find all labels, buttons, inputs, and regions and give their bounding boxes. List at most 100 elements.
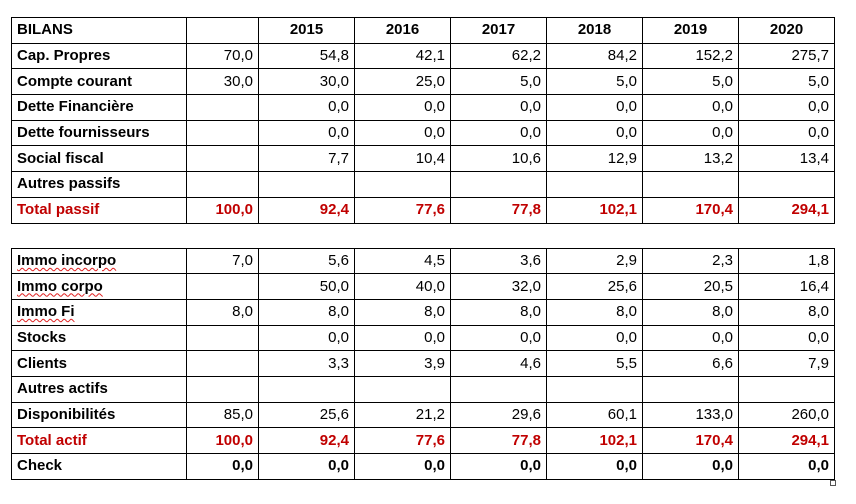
value-cell[interactable]: 30,0 — [258, 68, 355, 96]
value-cell[interactable] — [738, 375, 835, 403]
value-cell[interactable]: 0,0 — [450, 119, 547, 147]
value-cell[interactable]: 13,4 — [738, 145, 835, 173]
value-cell[interactable]: 1,8 — [738, 247, 835, 275]
row-label-cell[interactable]: Autres passifs — [11, 171, 187, 198]
spacer-cell[interactable] — [11, 222, 187, 249]
value-cell[interactable]: 2,9 — [546, 247, 643, 275]
value-cell[interactable]: 77,8 — [450, 427, 547, 454]
value-cell[interactable]: 21,2 — [354, 401, 451, 429]
value-cell[interactable] — [186, 273, 259, 300]
value-cell[interactable] — [258, 171, 355, 198]
value-cell[interactable]: 32,0 — [450, 273, 547, 300]
value-cell[interactable]: 12,9 — [546, 145, 643, 173]
value-cell[interactable]: 0,0 — [354, 324, 451, 352]
row-label-cell[interactable]: Total passif — [11, 196, 187, 224]
value-cell[interactable]: 8,0 — [642, 298, 739, 326]
value-cell[interactable] — [546, 171, 643, 198]
spacer-cell[interactable] — [186, 222, 259, 249]
row-label-cell[interactable]: Social fiscal — [11, 145, 187, 173]
value-cell[interactable]: 100,0 — [186, 427, 259, 454]
value-cell[interactable]: 3,9 — [354, 350, 451, 377]
value-cell[interactable]: 294,1 — [738, 196, 835, 224]
value-cell[interactable]: 77,6 — [354, 427, 451, 454]
value-cell[interactable]: 0,0 — [258, 453, 355, 480]
value-cell[interactable]: 4,6 — [450, 350, 547, 377]
header-blank-cell[interactable] — [186, 17, 259, 44]
value-cell[interactable] — [186, 145, 259, 173]
row-label-cell[interactable]: Cap. Propres — [11, 42, 187, 70]
value-cell[interactable]: 0,0 — [642, 324, 739, 352]
value-cell[interactable]: 0,0 — [546, 324, 643, 352]
year-header-cell[interactable]: 2015 — [258, 17, 355, 44]
value-cell[interactable] — [738, 171, 835, 198]
value-cell[interactable]: 16,4 — [738, 273, 835, 300]
value-cell[interactable]: 7,7 — [258, 145, 355, 173]
value-cell[interactable] — [186, 119, 259, 147]
value-cell[interactable]: 0,0 — [450, 94, 547, 121]
value-cell[interactable] — [186, 324, 259, 352]
value-cell[interactable]: 8,0 — [450, 298, 547, 326]
value-cell[interactable]: 8,0 — [258, 298, 355, 326]
value-cell[interactable]: 5,6 — [258, 247, 355, 275]
value-cell[interactable] — [258, 375, 355, 403]
row-label-cell[interactable]: Stocks — [11, 324, 187, 352]
value-cell[interactable] — [450, 375, 547, 403]
value-cell[interactable]: 170,4 — [642, 427, 739, 454]
spacer-cell[interactable] — [546, 222, 643, 249]
value-cell[interactable] — [354, 375, 451, 403]
year-header-cell[interactable]: 2016 — [354, 17, 451, 44]
spacer-cell[interactable] — [450, 222, 547, 249]
year-header-cell[interactable]: 2020 — [738, 17, 835, 44]
value-cell[interactable]: 7,0 — [186, 247, 259, 275]
value-cell[interactable]: 5,0 — [450, 68, 547, 96]
value-cell[interactable]: 102,1 — [546, 196, 643, 224]
value-cell[interactable]: 60,1 — [546, 401, 643, 429]
value-cell[interactable]: 50,0 — [258, 273, 355, 300]
value-cell[interactable] — [642, 171, 739, 198]
row-label-cell[interactable]: Compte courant — [11, 68, 187, 96]
value-cell[interactable]: 13,2 — [642, 145, 739, 173]
value-cell[interactable]: 10,4 — [354, 145, 451, 173]
value-cell[interactable] — [186, 375, 259, 403]
value-cell[interactable]: 8,0 — [546, 298, 643, 326]
value-cell[interactable]: 0,0 — [258, 94, 355, 121]
row-label-cell[interactable]: Total actif — [11, 427, 187, 454]
spacer-cell[interactable] — [738, 222, 835, 249]
value-cell[interactable]: 5,5 — [546, 350, 643, 377]
value-cell[interactable]: 92,4 — [258, 427, 355, 454]
value-cell[interactable]: 5,0 — [738, 68, 835, 96]
spacer-cell[interactable] — [258, 222, 355, 249]
value-cell[interactable]: 8,0 — [738, 298, 835, 326]
value-cell[interactable]: 6,6 — [642, 350, 739, 377]
row-label-cell[interactable]: Dette Financière — [11, 94, 187, 121]
value-cell[interactable]: 0,0 — [354, 94, 451, 121]
value-cell[interactable]: 25,0 — [354, 68, 451, 96]
value-cell[interactable]: 0,0 — [450, 324, 547, 352]
value-cell[interactable]: 77,8 — [450, 196, 547, 224]
value-cell[interactable]: 8,0 — [354, 298, 451, 326]
value-cell[interactable] — [450, 171, 547, 198]
value-cell[interactable]: 0,0 — [642, 94, 739, 121]
value-cell[interactable]: 3,6 — [450, 247, 547, 275]
value-cell[interactable]: 170,4 — [642, 196, 739, 224]
value-cell[interactable]: 5,0 — [546, 68, 643, 96]
value-cell[interactable]: 102,1 — [546, 427, 643, 454]
value-cell[interactable]: 275,7 — [738, 42, 835, 70]
value-cell[interactable] — [546, 375, 643, 403]
value-cell[interactable]: 77,6 — [354, 196, 451, 224]
resize-handle[interactable] — [830, 480, 836, 486]
year-header-cell[interactable]: 2019 — [642, 17, 739, 44]
value-cell[interactable]: 70,0 — [186, 42, 259, 70]
value-cell[interactable]: 92,4 — [258, 196, 355, 224]
value-cell[interactable]: 84,2 — [546, 42, 643, 70]
value-cell[interactable]: 0,0 — [354, 119, 451, 147]
value-cell[interactable]: 40,0 — [354, 273, 451, 300]
value-cell[interactable]: 294,1 — [738, 427, 835, 454]
row-label-cell[interactable]: Disponibilités — [11, 401, 187, 429]
value-cell[interactable]: 0,0 — [354, 453, 451, 480]
value-cell[interactable]: 260,0 — [738, 401, 835, 429]
value-cell[interactable]: 2,3 — [642, 247, 739, 275]
value-cell[interactable]: 0,0 — [738, 453, 835, 480]
value-cell[interactable]: 0,0 — [546, 119, 643, 147]
value-cell[interactable]: 0,0 — [450, 453, 547, 480]
